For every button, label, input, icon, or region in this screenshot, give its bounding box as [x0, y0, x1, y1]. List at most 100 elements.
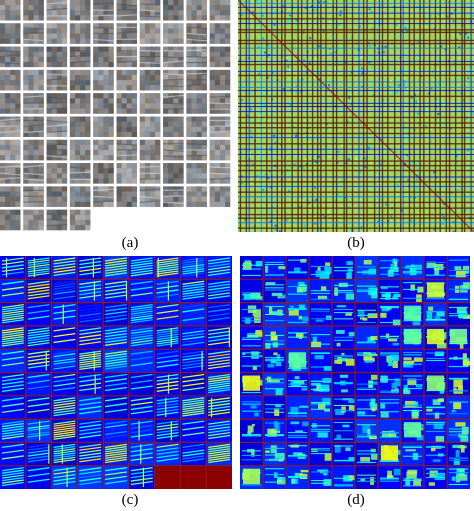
- spectrogram-tile: [77, 465, 104, 489]
- filter-tile: [46, 69, 68, 91]
- spectrogram-tile: [154, 349, 181, 373]
- spectrogram-tile: [25, 256, 52, 280]
- spectrogram-tile: [77, 325, 104, 350]
- spectrogram-tile: [378, 302, 404, 328]
- spectrogram-tile: [447, 349, 470, 373]
- filter-tile: [163, 116, 184, 137]
- spectrogram-tile: [103, 465, 129, 489]
- spectrogram-tile: [309, 465, 333, 489]
- spectrogram-tile: [378, 279, 403, 303]
- filter-tile: [163, 139, 184, 161]
- spectrogram-tile: [332, 302, 355, 326]
- caption-d: (d): [347, 492, 365, 508]
- spectrogram-tile: [25, 395, 52, 420]
- panelC-svg: [0, 256, 232, 489]
- filter-tile: [186, 116, 207, 137]
- spectrogram-tile: [424, 419, 447, 444]
- filter-tile: [209, 0, 231, 21]
- spectrogram-tile: [206, 372, 232, 396]
- filter-tile: [23, 186, 44, 207]
- filter-tile: [139, 139, 161, 161]
- spectrogram-tile: [447, 372, 470, 396]
- spectrogram-tile: [128, 302, 155, 326]
- spectrogram-tile: [424, 372, 447, 396]
- filter-tile: [69, 163, 91, 184]
- spectrogram-tile: [447, 395, 470, 420]
- filter-tile: [186, 93, 207, 114]
- spectrogram-tile: [51, 419, 78, 443]
- spectrogram-tile: [263, 349, 286, 373]
- filter-tile: [46, 209, 68, 231]
- filter-tile: [23, 209, 44, 231]
- spectrogram-tile: [0, 256, 26, 280]
- spectrogram-tile: [355, 395, 378, 420]
- spectrogram-tile: [0, 395, 26, 420]
- filter-tile: [93, 116, 114, 137]
- spectrogram-tile: [355, 302, 378, 326]
- spectrogram-tile: [332, 465, 359, 489]
- spectrogram-tile: [286, 325, 309, 350]
- filter-tile: [116, 116, 137, 137]
- spectrogram-tile: [378, 395, 401, 420]
- spectrogram-tile: [401, 419, 426, 443]
- filter-tile: [186, 23, 207, 44]
- filter-tile: [23, 0, 44, 21]
- spectrogram-tile: [424, 279, 447, 303]
- filter-tile: [69, 116, 91, 137]
- spectrogram-tile: [447, 256, 470, 280]
- spectrogram-tile: [286, 279, 309, 303]
- spectrogram-tile: [447, 465, 470, 489]
- spectrogram-tile: [424, 302, 447, 326]
- spectrogram-tile: [355, 419, 378, 443]
- spectrogram-tile: [240, 465, 263, 489]
- spectrogram-tile: [180, 325, 207, 350]
- filter-tile: [93, 0, 114, 21]
- spectrogram-tile: [355, 442, 378, 466]
- spectrogram-tile: [103, 349, 129, 373]
- spectrogram-tile: [263, 372, 286, 396]
- spectrogram-tile: [263, 256, 286, 280]
- spectrogram-tile: [25, 302, 52, 326]
- spectrogram-tile: [77, 372, 104, 396]
- spectrogram-tile: [424, 256, 447, 280]
- filter-tile: [23, 116, 44, 137]
- spectrogram-tile: [401, 256, 424, 280]
- spectrogram-tile: [286, 372, 309, 396]
- filter-tile: [0, 116, 21, 137]
- spectrogram-tile: [424, 325, 450, 350]
- filter-tile: [163, 93, 184, 114]
- filter-tile: [69, 186, 91, 207]
- spectrogram-tile: [240, 279, 265, 303]
- spectrogram-tile: [180, 279, 207, 303]
- filter-tile: [139, 23, 161, 44]
- filter-tile: [0, 46, 21, 68]
- filter-tile: [93, 139, 114, 161]
- spectrogram-tile: [263, 465, 288, 489]
- filter-tile: [69, 93, 91, 114]
- spectrogram-tile: [309, 442, 332, 466]
- spectrogram-tile: [206, 442, 232, 466]
- spectrogram-tile: [447, 442, 470, 466]
- spectrogram-tile: [401, 465, 424, 489]
- spectrogram-tile: [103, 419, 129, 443]
- filter-tile: [0, 0, 21, 21]
- filter-tile: [186, 0, 207, 21]
- spectrogram-tile: [128, 279, 155, 303]
- filter-tile: [23, 163, 44, 184]
- spectrogram-tile: [240, 442, 263, 466]
- spectrogram-tile: [332, 419, 355, 443]
- spectrogram-tile: [401, 349, 424, 373]
- spectrogram-tile: [263, 279, 288, 303]
- spectrogram-tile: [154, 256, 181, 280]
- spectrogram-tile: [378, 465, 401, 489]
- spectrogram-tile: [128, 349, 155, 373]
- panel-a-svg: [0, 0, 231, 231]
- spectrogram-tile: [180, 372, 207, 396]
- filter-tile: [139, 46, 161, 68]
- caption-c: (c): [121, 492, 139, 508]
- spectrogram-tile: [378, 325, 401, 350]
- spectrogram-tile: [206, 419, 232, 443]
- spectrogram-tile: [401, 325, 424, 350]
- spectrogram-tile: [240, 325, 266, 350]
- spectrogram-tile: [51, 279, 78, 303]
